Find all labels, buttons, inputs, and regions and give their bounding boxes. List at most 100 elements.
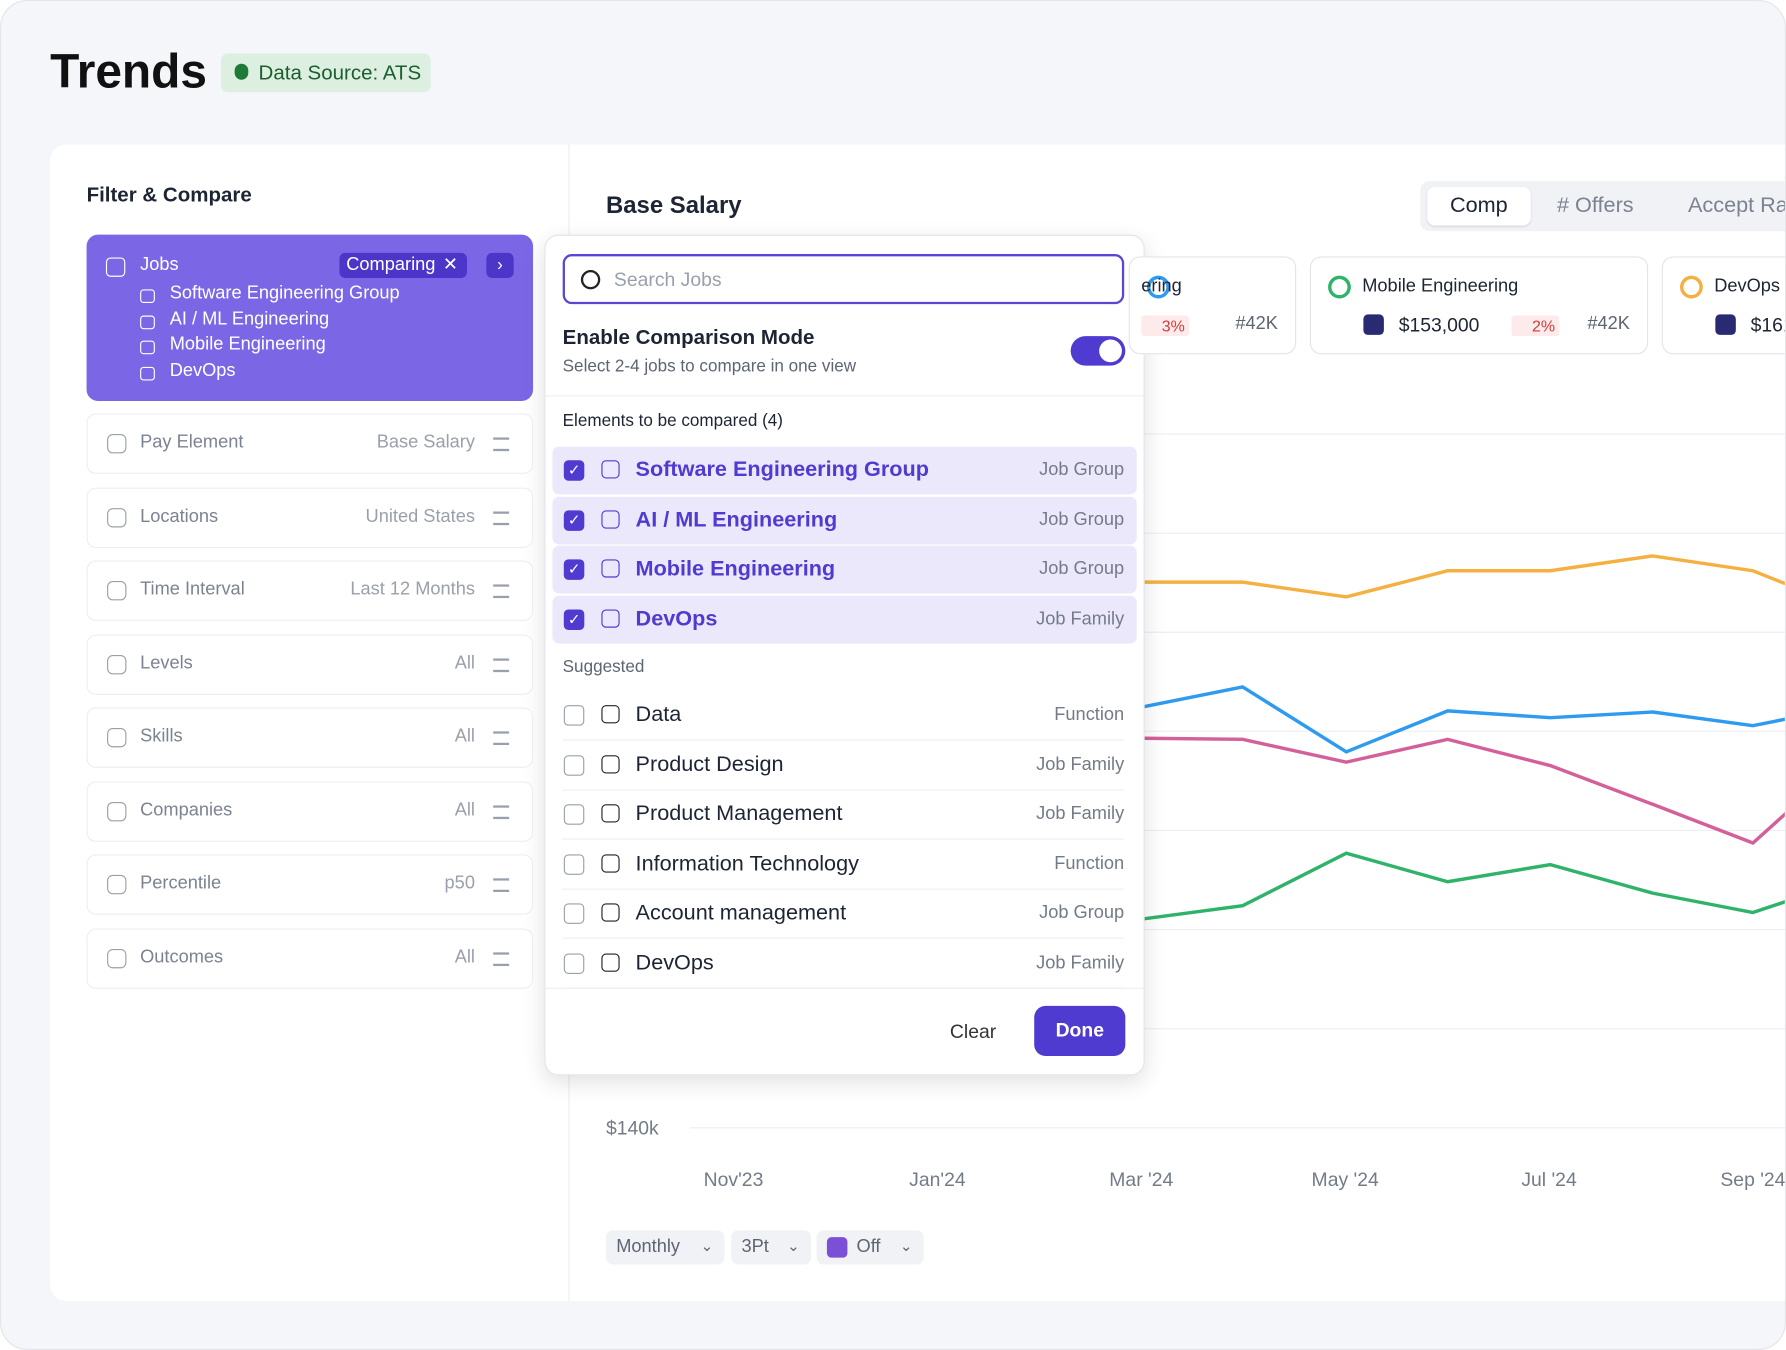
item-type: Job Family <box>1036 608 1125 629</box>
legend-card[interactable]: ering 3% #42K <box>1128 256 1297 355</box>
expand-button[interactable]: › <box>486 252 514 278</box>
item-name: Software Engineering Group <box>635 457 929 482</box>
item-icon <box>601 460 620 479</box>
item-name: AI / ML Engineering <box>635 507 838 532</box>
checkbox[interactable]: ✓ <box>563 608 585 630</box>
selected-item[interactable]: ✓ Software Engineering Group Job Group <box>552 446 1137 495</box>
job-item: DevOps <box>169 360 236 380</box>
tab[interactable]: # Offers <box>1557 193 1634 218</box>
filter-row[interactable]: Locations United States <box>86 487 534 548</box>
item-type: Job Group <box>1039 903 1125 923</box>
filter-row[interactable]: Skills All <box>86 707 534 768</box>
filter-row[interactable]: Levels All <box>86 633 534 695</box>
filter-value: All <box>454 800 475 820</box>
item-type: Job Group <box>1039 460 1125 480</box>
filter-row[interactable]: Pay Element Base Salary <box>86 413 534 474</box>
checkbox[interactable] <box>563 804 585 825</box>
chevron: ⌄ <box>787 1237 800 1255</box>
filter-icon <box>107 654 127 674</box>
checkbox[interactable] <box>563 853 585 875</box>
item-icon <box>601 509 620 529</box>
checkbox[interactable] <box>563 705 585 726</box>
tab[interactable]: Comp <box>1427 186 1531 226</box>
done-button[interactable]: Done <box>1034 1005 1126 1057</box>
selected-title: Elements to be compared (4) <box>562 411 783 431</box>
chevron: ⌄ <box>700 1237 714 1255</box>
selected-item[interactable]: ✓ AI / ML Engineering Job Group <box>552 496 1137 544</box>
filter-label: Locations <box>140 506 219 526</box>
search-input[interactable]: Search Jobs <box>562 254 1125 305</box>
filter-label: Skills <box>140 726 183 747</box>
badge-text: Data Source: ATS <box>258 61 422 85</box>
x-tick-label: Jul '24 <box>1521 1168 1577 1191</box>
job-item: Software Engineering Group <box>169 283 400 304</box>
item-name: Data <box>635 702 682 727</box>
filter-menu <box>493 584 510 599</box>
item-icon <box>601 952 620 972</box>
mode-toggle[interactable] <box>1070 336 1126 366</box>
control-dropdown[interactable]: Monthly ⌄ <box>605 1230 725 1265</box>
mode-title: Enable Comparison Mode <box>562 325 815 349</box>
card-name: DevOps <box>1714 276 1781 297</box>
legend-card[interactable]: DevOps $161 <box>1661 256 1785 355</box>
item-type: Job Family <box>1036 754 1125 775</box>
suggested-item[interactable]: Account management Job Group <box>562 890 1125 939</box>
selected-item[interactable]: ✓ Mobile Engineering Job Group <box>552 545 1137 594</box>
control-icon <box>826 1237 848 1258</box>
control-dropdown[interactable]: Off ⌄ <box>816 1230 924 1265</box>
selected-item[interactable]: ✓ DevOps Job Family <box>552 595 1137 644</box>
status-chip[interactable]: Comparing ✕ <box>339 252 468 278</box>
item-type: Job Group <box>1039 509 1125 530</box>
badge: Data Source: ATS <box>220 53 431 93</box>
filter-row[interactable]: Time Interval Last 12 Months <box>86 560 534 621</box>
control-dropdown[interactable]: 3Pt ⌄ <box>731 1230 811 1265</box>
card-value: $161 <box>1750 314 1785 337</box>
legend-dot <box>1146 275 1170 299</box>
filter-value: United States <box>365 506 475 526</box>
suggested-item[interactable]: DevOps Job Family <box>562 939 1125 989</box>
globe-icon <box>1715 314 1736 335</box>
jobs-filter[interactable]: Jobs Comparing ✕ › Software Engineering G… <box>86 234 534 401</box>
card-name: ering <box>1141 276 1182 297</box>
filter-icon <box>107 801 127 821</box>
legend-card[interactable]: Mobile Engineering $153,000 2% #42K <box>1309 256 1649 355</box>
item-type: Function <box>1054 705 1125 725</box>
filter-value: All <box>454 653 475 673</box>
job-icon <box>140 340 155 355</box>
filter-icon <box>107 580 127 601</box>
filter-row[interactable]: Percentile p50 <box>86 854 534 915</box>
filter-value: All <box>454 947 475 967</box>
checkbox[interactable] <box>563 952 585 974</box>
filter-value: All <box>454 726 475 747</box>
status-text: Comparing <box>346 255 436 275</box>
item-name: DevOps <box>635 606 718 631</box>
job-item: AI / ML Engineering <box>169 309 330 329</box>
checkbox[interactable] <box>563 903 585 924</box>
legend-dot <box>1328 275 1351 299</box>
card-count: #42K <box>1587 314 1630 334</box>
clear-button[interactable]: Clear <box>949 1020 997 1043</box>
filter-row[interactable]: Outcomes All <box>86 927 534 989</box>
item-icon <box>601 903 620 922</box>
item-icon <box>601 754 620 773</box>
job-icon <box>140 314 155 329</box>
checkbox[interactable]: ✓ <box>563 509 585 531</box>
control-label: Off <box>856 1237 881 1257</box>
filter-icon <box>107 874 127 895</box>
checkbox[interactable] <box>563 754 585 776</box>
suggested-item[interactable]: Product Management Job Family <box>562 791 1125 840</box>
job-icon <box>140 289 155 304</box>
checkbox[interactable]: ✓ <box>563 559 585 580</box>
card-value: $153,000 <box>1398 314 1480 337</box>
suggested-item[interactable]: Product Design Job Family <box>562 741 1125 791</box>
filter-row[interactable]: Companies All <box>86 780 534 842</box>
checkbox[interactable]: ✓ <box>563 460 585 481</box>
suggested-item[interactable]: Information Technology Function <box>562 840 1125 890</box>
item-icon <box>601 705 620 724</box>
control-label: 3Pt <box>741 1237 769 1257</box>
tab[interactable]: Accept Ra <box>1687 193 1786 218</box>
item-icon <box>601 559 620 578</box>
x-tick-label: Sep '24 <box>1720 1168 1786 1191</box>
suggested-item[interactable]: Data Function <box>562 691 1125 741</box>
